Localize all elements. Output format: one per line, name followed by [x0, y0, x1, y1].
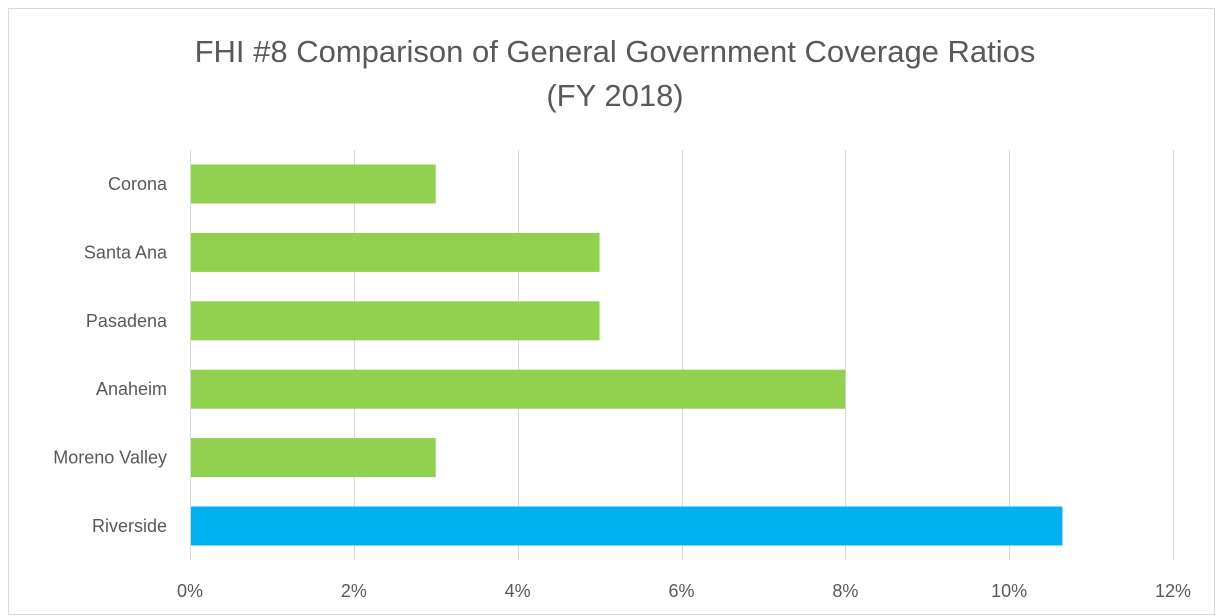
- category-label: Pasadena: [86, 311, 168, 331]
- category-label: Santa Ana: [84, 242, 168, 262]
- chart-title: FHI #8 Comparison of General Government …: [0, 30, 1216, 118]
- category-label: Moreno Valley: [53, 448, 167, 468]
- x-tick-label: 10%: [991, 581, 1027, 601]
- x-tick-label: 2%: [341, 581, 367, 601]
- category-label: Riverside: [92, 516, 167, 536]
- chart-subtitle: (FY 2018): [546, 78, 684, 113]
- bar: [191, 164, 436, 204]
- category-label: Corona: [108, 174, 168, 194]
- x-tick-label: 4%: [505, 581, 531, 601]
- bar: [191, 369, 846, 409]
- bars: [191, 164, 1063, 546]
- bar: [191, 506, 1063, 546]
- category-labels: Corona Santa Ana Pasadena Anaheim Moreno Val…: [53, 174, 168, 536]
- bar: [191, 232, 600, 272]
- gridlines: [190, 150, 1174, 560]
- x-tick-labels: 0% 2% 4% 6% 8% 10% 12%: [177, 581, 1191, 601]
- x-tick-label: 12%: [1155, 581, 1191, 601]
- category-label: Anaheim: [96, 379, 167, 399]
- bar: [191, 438, 436, 478]
- x-tick-label: 8%: [832, 581, 858, 601]
- x-tick-label: 6%: [668, 581, 694, 601]
- bar: [191, 301, 600, 341]
- x-tick-label: 0%: [177, 581, 203, 601]
- chart-title-main: FHI #8 Comparison of General Government …: [194, 34, 1036, 69]
